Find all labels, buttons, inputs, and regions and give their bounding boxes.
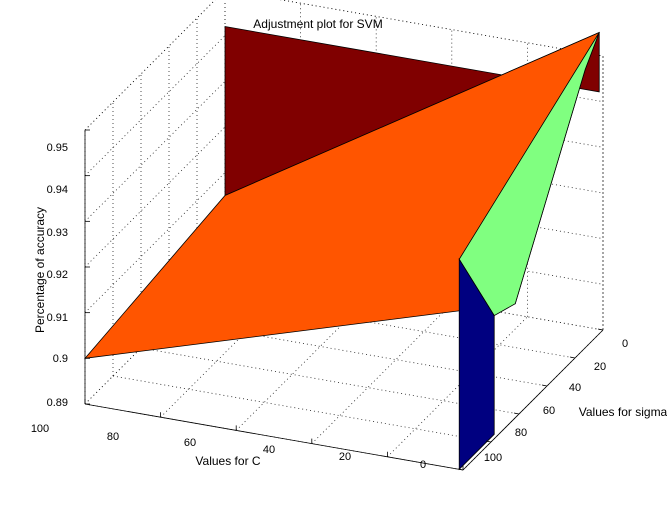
x-axis-line xyxy=(84,403,464,471)
z-tick-label: 0.91 xyxy=(47,312,68,324)
z-tick-label: 0.92 xyxy=(47,269,68,281)
y-tick-label: 20 xyxy=(594,361,606,373)
z-tick-label: 0.93 xyxy=(47,227,68,239)
z-axis-label: Percentage of accuracy xyxy=(33,207,47,333)
y-tick-label: 60 xyxy=(543,405,555,417)
y-tick-labels: 0 20 40 60 80 100 xyxy=(484,338,628,464)
grid-line xyxy=(311,303,453,444)
z-tick-label: 0.89 xyxy=(47,397,68,409)
grid-line xyxy=(84,126,226,268)
y-axis-line xyxy=(462,329,604,471)
x-tick-label: 40 xyxy=(263,444,275,456)
axis-lines xyxy=(84,129,604,471)
box-edge xyxy=(84,0,216,131)
y-tick xyxy=(597,328,604,331)
y-tick xyxy=(569,356,576,359)
y-tick xyxy=(513,412,520,415)
y-tick xyxy=(485,440,492,443)
y-tick-label: 40 xyxy=(569,382,581,394)
y-tick-label: 0 xyxy=(622,338,628,350)
surface-faces xyxy=(84,26,600,471)
chart-title: Adjustment plot for SVM xyxy=(253,17,382,31)
grid-line xyxy=(112,375,492,443)
z-tick-label: 0.9 xyxy=(53,353,68,365)
z-tick-label: 0.95 xyxy=(47,142,68,154)
grid-line xyxy=(387,316,528,458)
x-tick-labels: 100 80 60 40 20 0 xyxy=(31,423,426,471)
grid-line xyxy=(84,0,216,131)
y-tick xyxy=(457,468,464,471)
x-tick-label: 0 xyxy=(420,459,426,471)
z-tick-label: 0.94 xyxy=(47,184,68,196)
surface-face xyxy=(458,32,600,317)
grid-line xyxy=(84,81,226,222)
y-tick-label: 80 xyxy=(515,427,527,439)
y-tick xyxy=(541,384,548,387)
y-tick-label: 100 xyxy=(484,452,502,464)
y-axis-label: Values for sigma xyxy=(579,405,667,419)
x-tick-label: 100 xyxy=(31,423,49,435)
z-tick-labels: 0.89 0.9 0.91 0.92 0.93 0.94 0.95 xyxy=(47,142,68,409)
x-tick-label: 60 xyxy=(184,437,196,449)
x-axis-label: Values for C xyxy=(195,454,260,468)
x-tick-label: 20 xyxy=(339,451,351,463)
grid-line xyxy=(84,35,226,176)
grid-line xyxy=(84,172,226,313)
x-tick-label: 80 xyxy=(107,431,119,443)
